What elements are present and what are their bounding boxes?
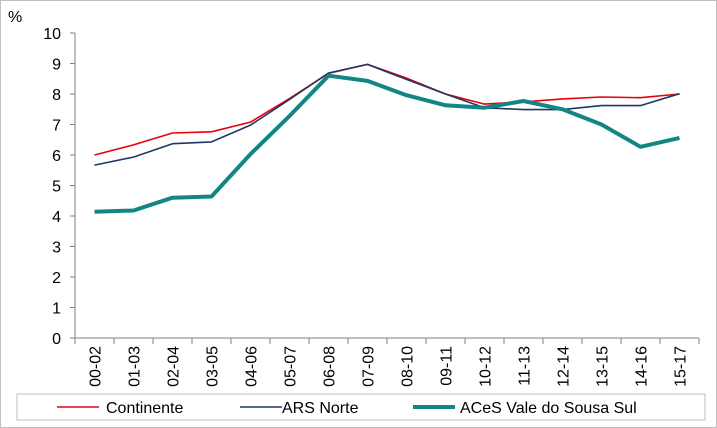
series-line-3 [94,73,680,214]
x-tick-label: 03-05 [205,346,222,387]
x-tick-label: 10-12 [478,346,495,387]
x-tick-label: 05-07 [283,346,300,387]
x-tick-label: 01-03 [127,346,144,387]
x-tick-label: 04-06 [244,346,261,387]
x-tick-label: 08-10 [400,346,417,387]
y-tick-label: 9 [52,57,61,74]
x-tick-label: 13-15 [595,346,612,387]
y-axis: 0 1 2 3 4 5 6 7 8 9 10 [43,26,76,348]
legend-label: Continente [106,400,183,417]
x-tick-label: 11-13 [517,346,534,386]
x-tick-label: 15-17 [673,346,690,387]
y-tick-label: 4 [52,209,61,226]
series-line-1 [94,63,680,156]
x-tick-label: 09-11 [439,346,456,386]
y-tick-label: 6 [52,148,61,165]
series-line-2 [94,63,680,166]
x-tick-label: 00-02 [88,346,105,387]
y-tick-label: 1 [52,301,61,318]
x-tick-label: 14-16 [634,346,651,387]
legend: Continente ARS Norte ACeS Vale do Sousa Su… [16,393,706,421]
legend-box [16,393,706,421]
y-tick-label: 2 [52,270,61,287]
y-axis-unit-label: % [8,9,22,26]
x-tick-label: 02-04 [166,346,183,387]
y-tick-label: 5 [52,179,61,196]
legend-label: ACeS Vale do Sousa Sul [460,400,637,417]
x-tick-label: 07-09 [361,346,378,387]
y-tick-label: 8 [52,87,61,104]
y-tick-label: 10 [43,26,61,43]
x-tick-label: 12-14 [556,346,573,387]
series-lines [94,63,680,214]
y-tick-label: 3 [52,240,61,257]
legend-label: ARS Norte [282,400,359,417]
x-tick-label: 06-08 [322,346,339,387]
y-tick-label: 7 [52,118,61,135]
y-tick-label: 0 [52,331,61,348]
x-axis: 00-02 01-03 02-04 03-05 04-06 05-07 06-08 07-09… [74,337,700,387]
